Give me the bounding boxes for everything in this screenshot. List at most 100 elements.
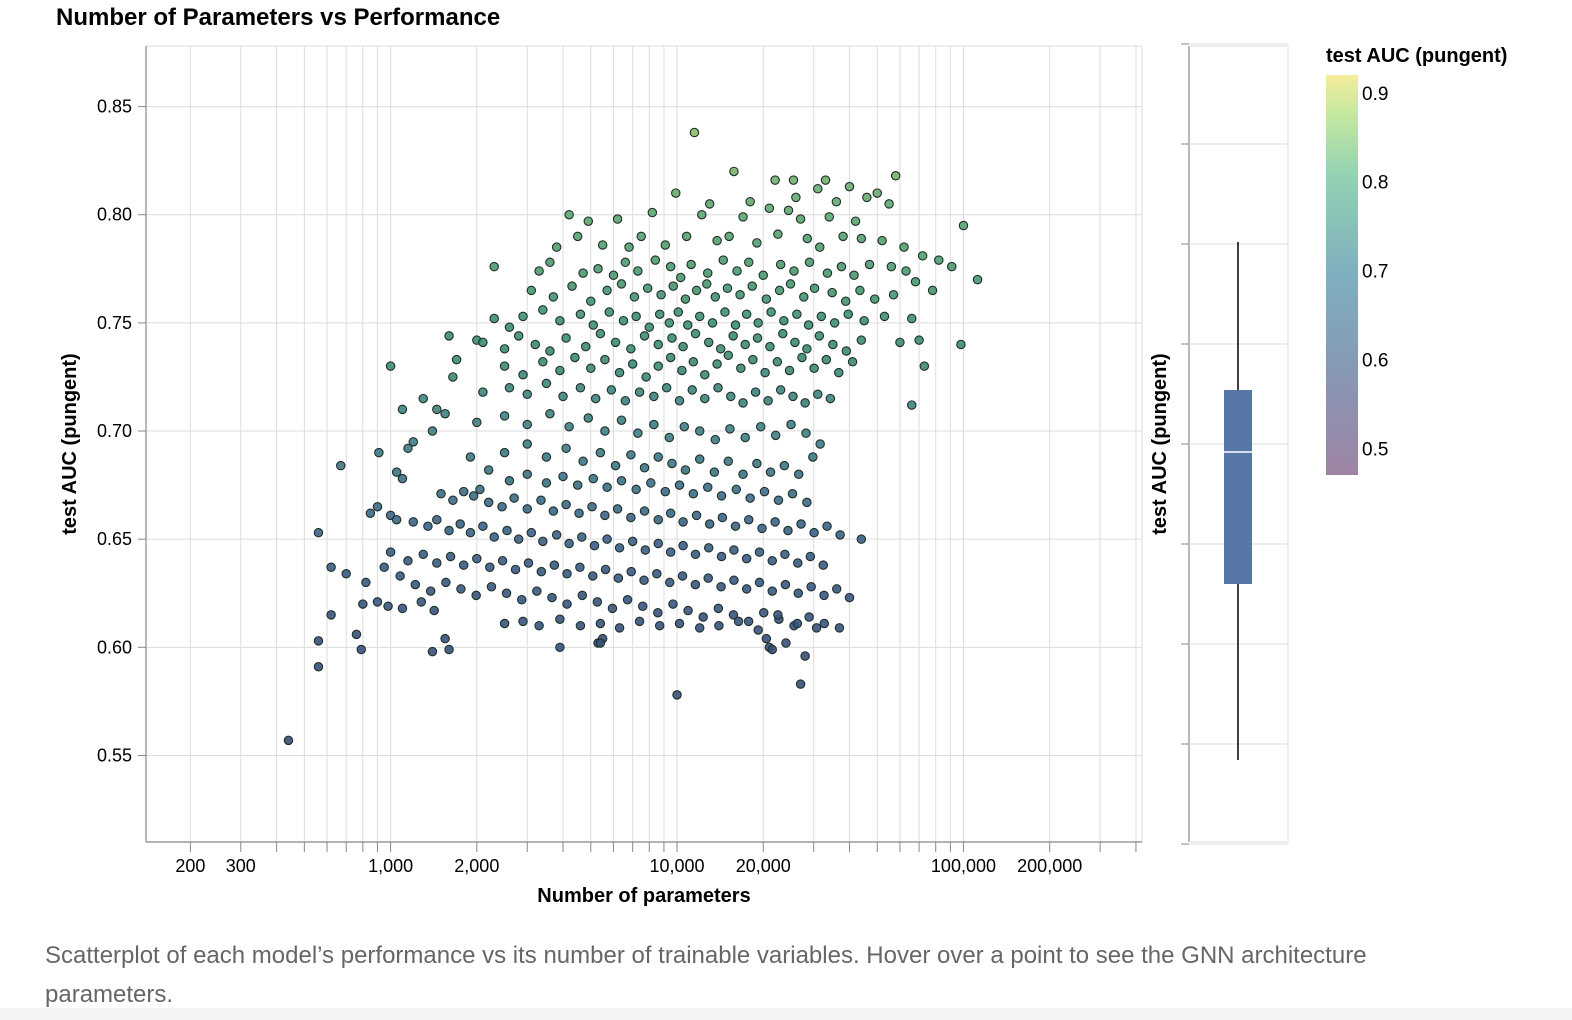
data-point[interactable] <box>642 283 653 294</box>
data-point[interactable] <box>455 519 465 529</box>
data-point[interactable] <box>720 307 730 317</box>
data-point[interactable] <box>755 421 766 432</box>
data-point[interactable] <box>403 556 413 566</box>
data-point[interactable] <box>759 486 770 497</box>
data-point[interactable] <box>972 274 983 285</box>
data-point[interactable] <box>754 577 765 588</box>
data-point[interactable] <box>688 357 699 367</box>
data-point[interactable] <box>694 623 705 633</box>
data-point[interactable] <box>577 532 587 542</box>
data-point[interactable] <box>725 424 735 434</box>
data-point[interactable] <box>855 285 865 296</box>
data-point[interactable] <box>575 562 585 573</box>
data-point[interactable] <box>538 536 548 547</box>
data-point[interactable] <box>757 523 767 534</box>
data-point[interactable] <box>716 582 726 592</box>
data-point[interactable] <box>843 309 853 319</box>
data-point[interactable] <box>660 486 671 497</box>
data-point[interactable] <box>502 525 512 536</box>
data-point[interactable] <box>313 662 324 672</box>
data-point[interactable] <box>688 488 699 499</box>
data-point[interactable] <box>641 372 651 382</box>
data-point[interactable] <box>478 521 488 531</box>
data-point[interactable] <box>723 456 734 467</box>
data-point[interactable] <box>654 309 665 319</box>
data-point[interactable] <box>444 331 454 341</box>
data-point[interactable] <box>738 212 748 222</box>
data-point[interactable] <box>792 309 802 319</box>
data-point[interactable] <box>793 588 804 598</box>
data-point[interactable] <box>458 486 469 497</box>
data-point[interactable] <box>740 339 750 350</box>
data-point[interactable] <box>713 383 723 393</box>
data-point[interactable] <box>549 560 560 570</box>
data-point[interactable] <box>538 305 548 315</box>
data-point[interactable] <box>730 521 741 531</box>
data-point[interactable] <box>907 313 917 324</box>
data-point[interactable] <box>351 629 362 640</box>
data-point[interactable] <box>813 184 823 194</box>
data-point[interactable] <box>910 277 921 287</box>
data-point[interactable] <box>593 264 603 274</box>
data-point[interactable] <box>561 333 571 343</box>
data-point[interactable] <box>445 551 456 562</box>
data-point[interactable] <box>778 328 788 339</box>
data-point[interactable] <box>595 328 606 339</box>
data-point[interactable] <box>616 279 627 289</box>
data-point[interactable] <box>678 341 688 352</box>
data-point[interactable] <box>656 289 666 300</box>
data-point[interactable] <box>522 419 533 430</box>
data-point[interactable] <box>761 633 772 644</box>
data-point[interactable] <box>665 261 676 272</box>
data-point[interactable] <box>664 432 675 443</box>
data-point[interactable] <box>677 571 688 581</box>
data-point[interactable] <box>429 605 439 616</box>
data-point[interactable] <box>872 188 882 198</box>
data-point[interactable] <box>668 599 678 609</box>
data-point[interactable] <box>541 378 552 389</box>
data-point[interactable] <box>653 607 663 618</box>
data-point[interactable] <box>627 359 638 369</box>
data-point[interactable] <box>627 536 638 547</box>
data-point[interactable] <box>765 341 775 352</box>
data-point[interactable] <box>497 501 507 512</box>
data-point[interactable] <box>600 564 611 575</box>
data-point[interactable] <box>808 452 818 462</box>
data-point[interactable] <box>614 623 625 633</box>
data-point[interactable] <box>518 616 528 627</box>
data-point[interactable] <box>767 644 778 655</box>
data-point[interactable] <box>653 452 664 462</box>
data-point[interactable] <box>686 259 696 270</box>
data-point[interactable] <box>724 231 734 242</box>
data-point[interactable] <box>590 393 601 404</box>
data-point[interactable] <box>372 597 383 607</box>
data-point[interactable] <box>849 270 859 281</box>
data-point[interactable] <box>691 285 702 296</box>
data-point[interactable] <box>895 337 905 348</box>
data-point[interactable] <box>595 447 606 458</box>
data-point[interactable] <box>545 257 555 268</box>
data-point[interactable] <box>731 484 742 495</box>
data-point[interactable] <box>761 294 772 304</box>
data-point[interactable] <box>723 350 734 361</box>
data-point[interactable] <box>919 361 930 371</box>
data-point[interactable] <box>788 391 798 402</box>
data-point[interactable] <box>802 344 812 354</box>
data-point[interactable] <box>934 255 944 265</box>
data-point[interactable] <box>750 387 761 397</box>
data-point[interactable] <box>764 203 775 213</box>
data-point[interactable] <box>652 569 662 579</box>
box-iqr[interactable] <box>1224 390 1252 584</box>
data-point[interactable] <box>838 231 848 242</box>
data-point[interactable] <box>574 508 584 518</box>
data-point[interactable] <box>578 456 588 467</box>
data-point[interactable] <box>700 370 710 380</box>
data-point[interactable] <box>547 592 557 603</box>
data-point[interactable] <box>374 447 384 458</box>
data-point[interactable] <box>586 363 596 374</box>
data-point[interactable] <box>586 296 596 306</box>
data-point[interactable] <box>752 333 763 343</box>
data-point[interactable] <box>653 538 664 549</box>
data-point[interactable] <box>712 359 722 369</box>
data-point[interactable] <box>729 575 739 586</box>
